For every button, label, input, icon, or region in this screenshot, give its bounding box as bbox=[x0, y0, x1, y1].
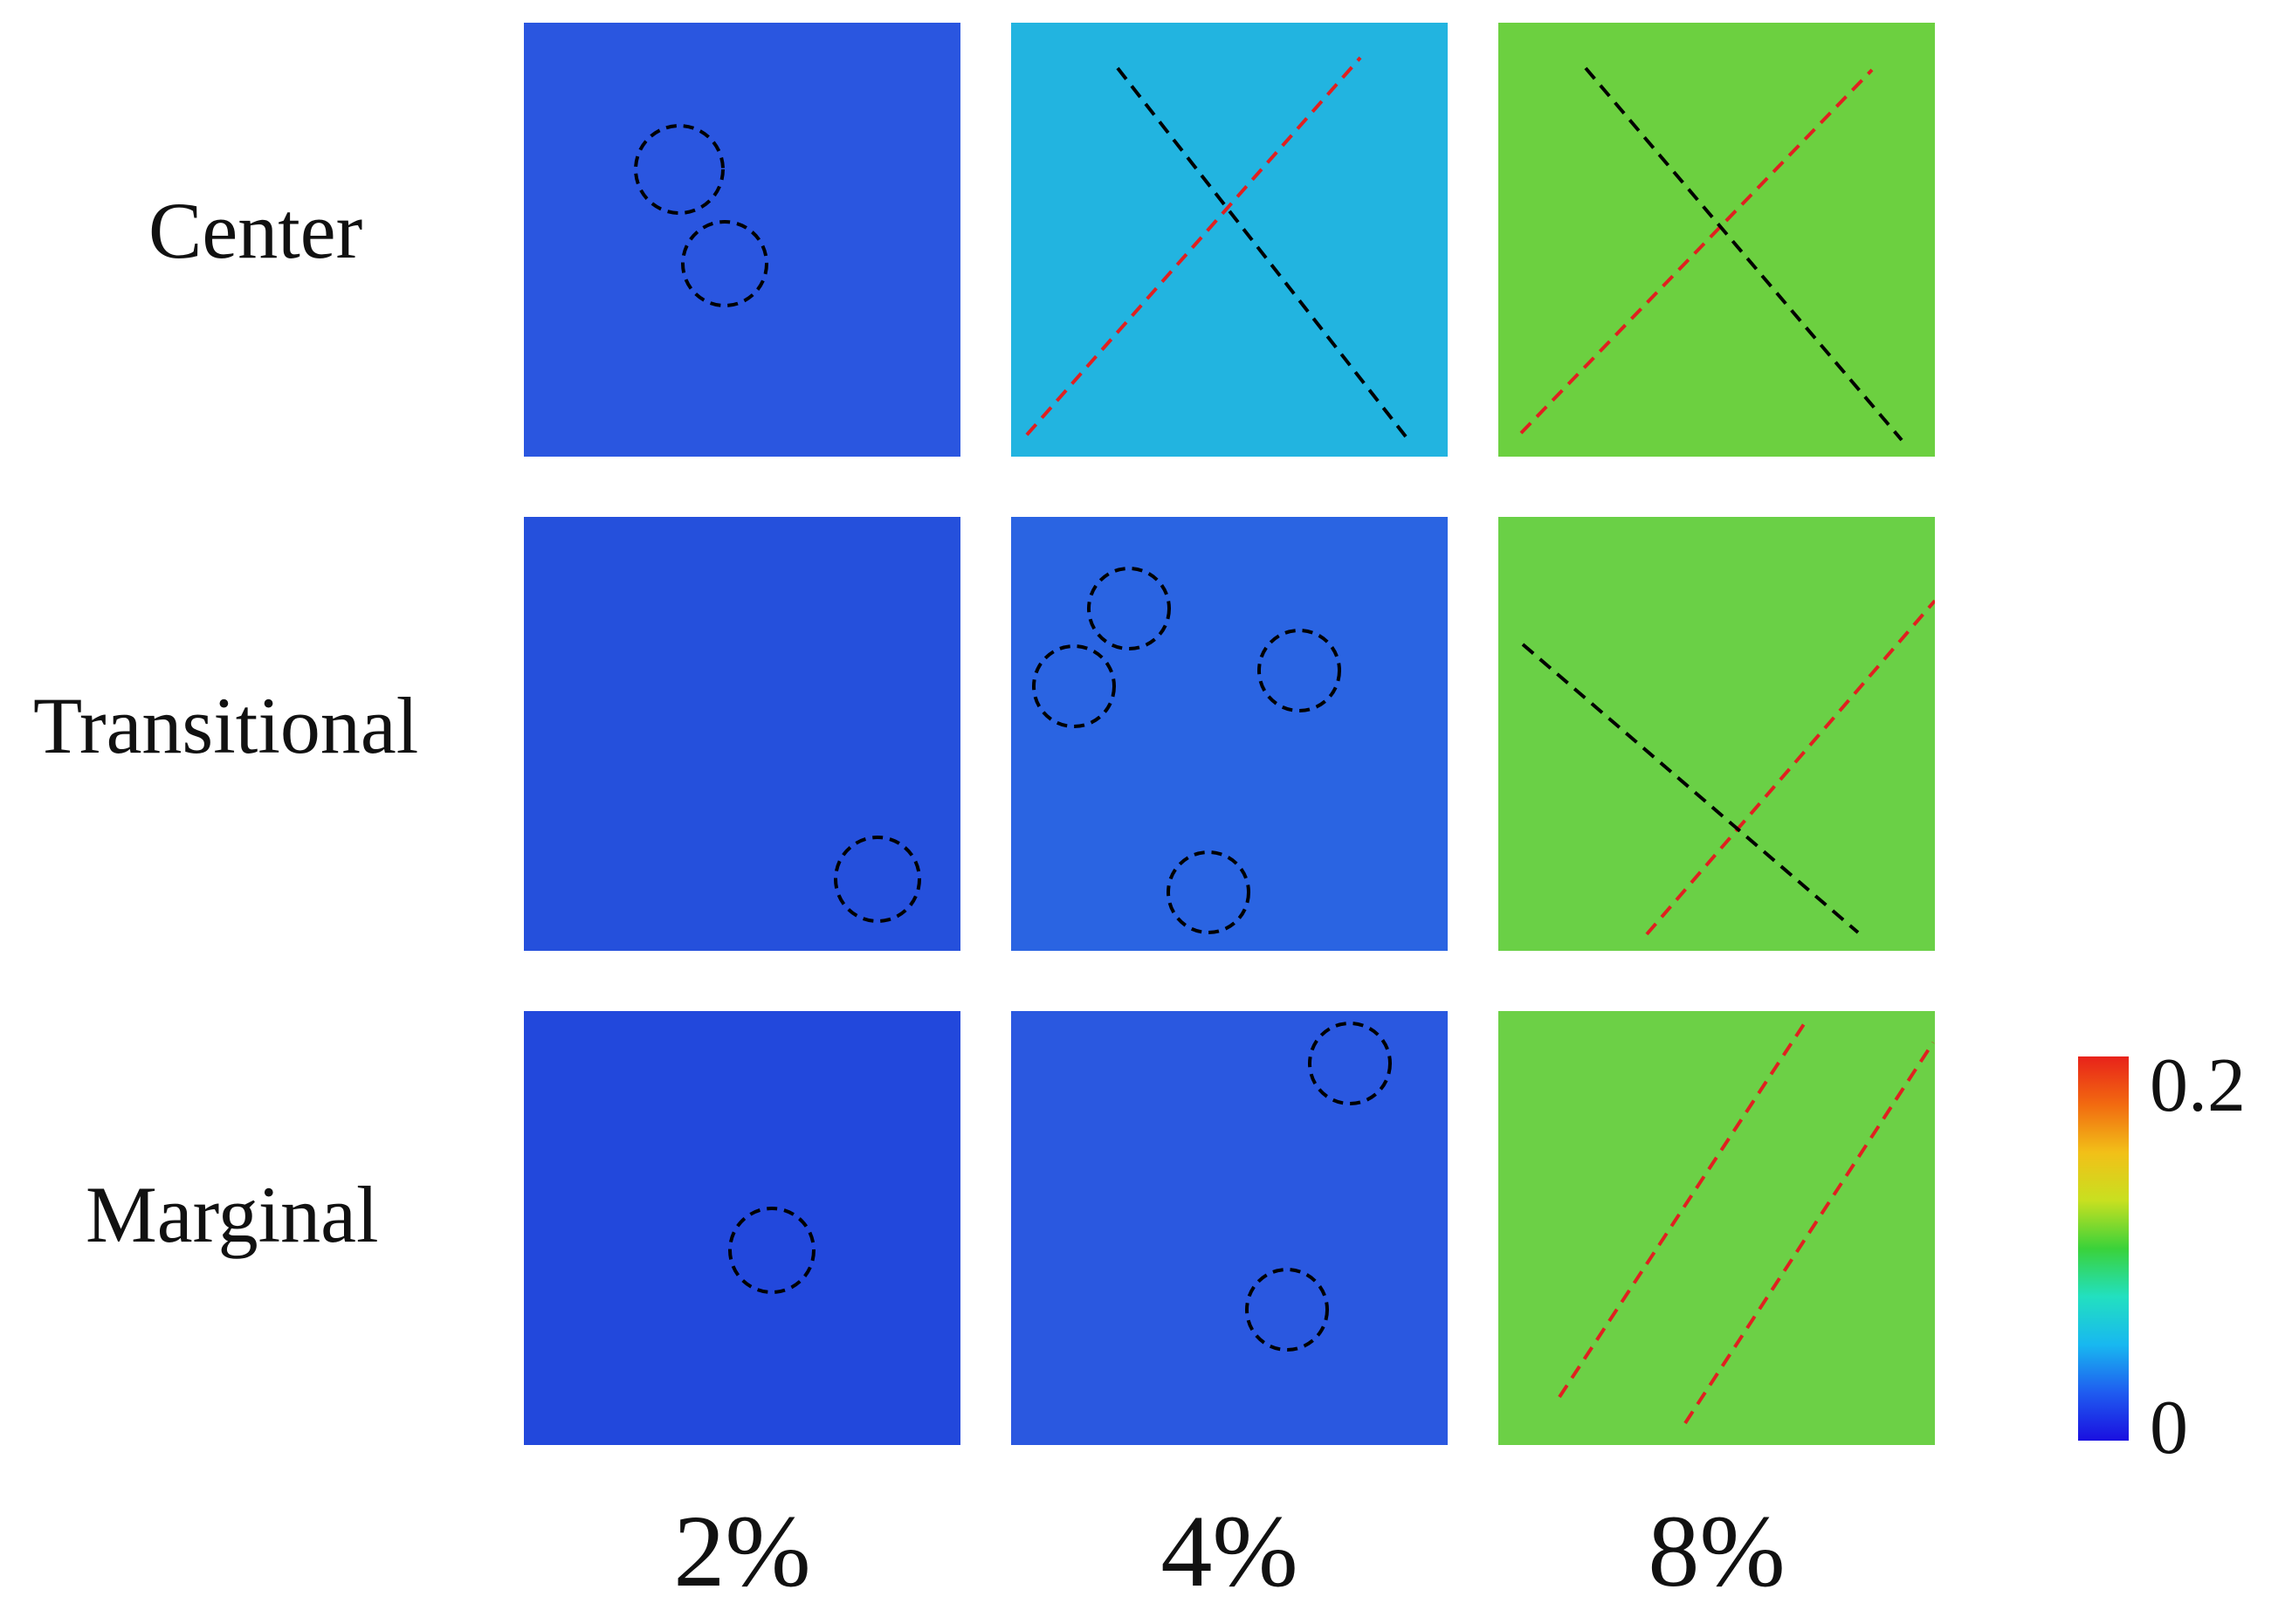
row-label-center: Center bbox=[148, 186, 363, 275]
shear-band-line-red bbox=[1645, 599, 1935, 936]
cluster-marker bbox=[681, 220, 768, 307]
panel-marginal-8pct bbox=[1498, 1011, 1935, 1445]
cluster-marker bbox=[1167, 850, 1250, 934]
column-label-8pct: 8% bbox=[1648, 1494, 1786, 1608]
panel-center-2pct bbox=[524, 23, 960, 457]
row-label-marginal: Marginal bbox=[86, 1170, 379, 1259]
panel-marginal-4pct bbox=[1011, 1011, 1448, 1445]
panel-transitional-2pct bbox=[524, 517, 960, 951]
cluster-marker bbox=[1087, 567, 1171, 650]
cluster-marker bbox=[1308, 1022, 1392, 1105]
shear-band-line-red bbox=[1558, 1020, 1807, 1399]
shear-band-line-black bbox=[1116, 66, 1408, 438]
colorbar-min-label: 0 bbox=[2150, 1386, 2188, 1470]
shear-band-line-red bbox=[1683, 1041, 1935, 1425]
column-label-2pct: 2% bbox=[673, 1494, 811, 1608]
shear-band-line-black bbox=[1584, 66, 1903, 442]
column-label-4pct: 4% bbox=[1160, 1494, 1298, 1608]
cluster-marker bbox=[634, 124, 725, 215]
row-label-transitional: Transitional bbox=[33, 681, 419, 770]
cluster-marker bbox=[728, 1207, 816, 1294]
panel-center-4pct bbox=[1011, 23, 1448, 457]
panel-center-8pct bbox=[1498, 23, 1935, 457]
panel-transitional-4pct bbox=[1011, 517, 1448, 951]
panel-marginal-2pct bbox=[524, 1011, 960, 1445]
panel-transitional-8pct bbox=[1498, 517, 1935, 951]
cluster-marker bbox=[834, 836, 921, 923]
colorbar bbox=[2078, 1056, 2129, 1441]
cluster-marker bbox=[1257, 629, 1341, 712]
shear-band-line-red bbox=[1025, 56, 1362, 437]
colorbar-max-label: 0.2 bbox=[2150, 1043, 2246, 1128]
cluster-marker bbox=[1245, 1268, 1329, 1352]
shear-band-line-black bbox=[1521, 643, 1860, 934]
cluster-marker bbox=[1032, 644, 1116, 728]
shear-band-line-red bbox=[1519, 68, 1874, 435]
